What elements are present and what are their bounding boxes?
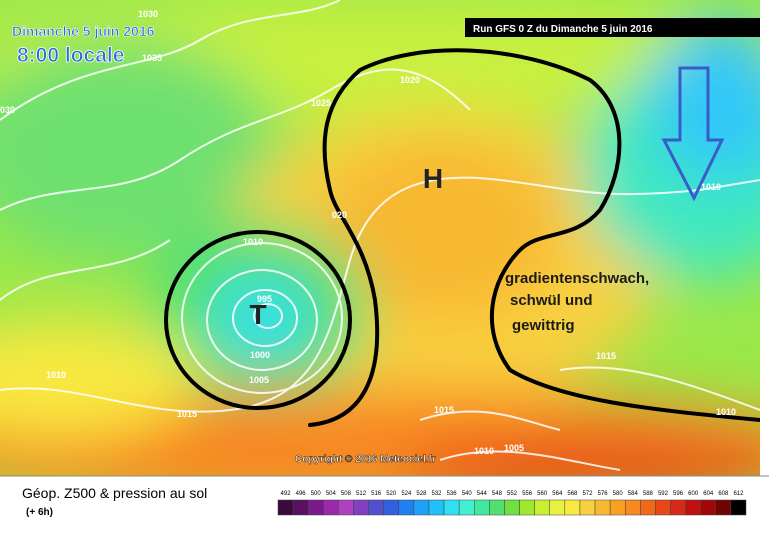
scale-label: 500 (311, 491, 322, 497)
color-swatch (413, 499, 430, 516)
colorbar: 492 496 500 504 508 512 516 520 524 528 532 536 540 5… (277, 491, 747, 516)
color-swatch (428, 499, 445, 516)
annotation: gewittrig (512, 317, 575, 334)
isobar-label: 1000 (250, 350, 270, 360)
color-swatch (655, 499, 671, 516)
color-swatch (609, 499, 626, 516)
color-swatch (277, 499, 294, 516)
scale-label: 512 (356, 491, 367, 497)
scale-label: 496 (296, 491, 307, 497)
scale-label: 564 (552, 491, 563, 497)
scale-label: 560 (537, 491, 548, 497)
isobar-label: 1010 (716, 407, 736, 417)
scale-label: 532 (432, 491, 443, 497)
scale-label: 544 (477, 491, 488, 497)
scale-label: 552 (507, 491, 518, 497)
scale-label: 604 (703, 491, 714, 497)
color-swatch (368, 499, 384, 516)
isobar-label: 020 (332, 210, 347, 220)
time: 8:00 locale (17, 44, 124, 67)
color-swatch (504, 499, 520, 516)
color-swatch (715, 499, 732, 516)
scale-label: 576 (598, 491, 609, 497)
low-label: T (249, 299, 266, 330)
color-swatch (685, 499, 701, 516)
scale-label: 596 (673, 491, 684, 497)
scale-label: 612 (733, 491, 744, 497)
color-swatch (307, 499, 324, 516)
legend-title: Géop. Z500 & pression au sol (22, 485, 207, 501)
color-swatch (474, 499, 490, 516)
annotation: gradientenschwach, (505, 270, 649, 287)
color-swatch (353, 499, 369, 516)
isobar-label: 1005 (249, 375, 269, 385)
isobar-label: 1015 (596, 351, 616, 361)
color-swatch (564, 499, 581, 516)
scale-label: 584 (628, 491, 639, 497)
color-swatch (670, 499, 686, 516)
color-swatch (730, 499, 747, 516)
isobar-label: 1010 (474, 446, 494, 456)
copyright: Copyright © 2016 Meteociel.fr (295, 454, 436, 465)
isobar-label: 1010 (701, 182, 721, 192)
isobar-label: 1005 (504, 443, 524, 453)
isobar-label: 1035 (142, 53, 162, 63)
scale-label: 592 (658, 491, 669, 497)
color-swatch (383, 499, 400, 516)
color-swatch (519, 499, 535, 516)
isobar-label: 1030 (138, 9, 158, 19)
color-swatch (624, 499, 641, 516)
color-swatch (323, 499, 339, 516)
isobar-label: 1015 (177, 409, 197, 419)
scale-label: 600 (688, 491, 699, 497)
isobar-label: 995 (257, 294, 272, 304)
scale-label: 548 (492, 491, 503, 497)
scale-label: 588 (643, 491, 654, 497)
high-label: H (423, 163, 443, 194)
color-swatch (292, 499, 309, 516)
scale-label: 568 (567, 491, 578, 497)
color-swatch (489, 499, 505, 516)
scale-label: 524 (401, 491, 412, 497)
color-swatch (594, 499, 611, 516)
isobar-label: 030 (0, 105, 15, 115)
scale-label: 572 (582, 491, 593, 497)
isobar-label: 1010 (46, 370, 66, 380)
scale-label: 540 (462, 491, 473, 497)
map: H T gradientenschwach, schwül und gewitt… (0, 0, 760, 476)
scale-label: 516 (371, 491, 382, 497)
annotation: schwül und (510, 292, 593, 309)
color-swatch (700, 499, 717, 516)
isobar-label: 1015 (434, 405, 454, 415)
scale-label: 528 (416, 491, 427, 497)
color-swatch (534, 499, 550, 516)
scale-label: 580 (613, 491, 624, 497)
isobar-label: 1020 (400, 75, 420, 85)
isobar-label: 1010 (243, 237, 263, 247)
scale-label: 608 (718, 491, 729, 497)
color-swatch (443, 499, 460, 516)
color-swatch (338, 499, 354, 516)
isobar-label: 1025 (311, 98, 331, 108)
scale-label: 504 (326, 491, 337, 497)
scale-label: 556 (522, 491, 533, 497)
run-info: Run GFS 0 Z du Dimanche 5 juin 2016 (473, 24, 653, 35)
legend-lead: (+ 6h) (26, 507, 53, 518)
color-swatch (398, 499, 415, 516)
scale-label: 508 (341, 491, 352, 497)
color-swatch (549, 499, 566, 516)
date: Dimanche 5 juin 2016 (12, 23, 155, 39)
color-swatch (579, 499, 596, 516)
color-swatch (458, 499, 475, 516)
color-swatch (640, 499, 656, 516)
scale-label: 520 (386, 491, 397, 497)
scale-label: 536 (447, 491, 458, 497)
scale-label: 492 (281, 491, 292, 497)
